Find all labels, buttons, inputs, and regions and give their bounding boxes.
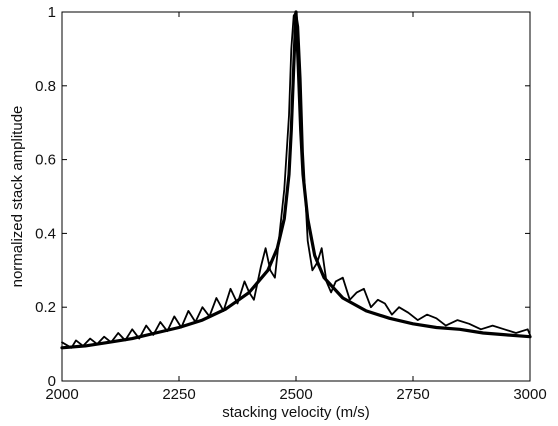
x-axis: 2000 2250 2500 2750 3000 — [45, 12, 547, 403]
plot-marks — [60, 10, 532, 350]
y-tick-label: 0.8 — [35, 78, 56, 95]
y-tick-label: 0 — [48, 373, 56, 390]
x-axis-label: stacking velocity (m/s) — [222, 404, 370, 421]
x-tick-label: 2500 — [279, 386, 312, 403]
x-tick-label: 3000 — [513, 386, 546, 403]
y-tick-label: 0.4 — [35, 225, 56, 242]
x-tick-label: 2000 — [45, 386, 78, 403]
y-axis: 0 0.2 0.4 0.6 0.8 1 — [35, 4, 530, 390]
series-line-smooth — [60, 10, 532, 350]
x-tick-label: 2750 — [396, 386, 429, 403]
y-tick-label: 1 — [48, 4, 56, 21]
y-tick-label: 0.2 — [35, 299, 56, 316]
y-axis-label: normalized stack amplitude — [9, 106, 26, 288]
series-line-oscillating — [61, 11, 531, 349]
x-tick-label: 2250 — [162, 386, 195, 403]
y-tick-label: 0.6 — [35, 152, 56, 169]
plot-frame — [61, 11, 531, 382]
